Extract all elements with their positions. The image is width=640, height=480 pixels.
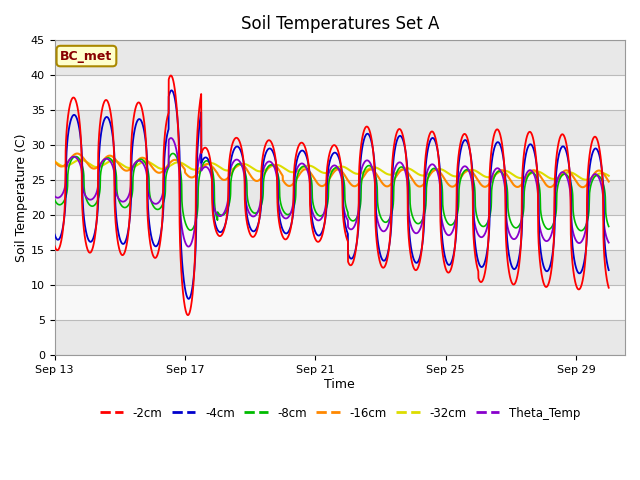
Bar: [54, 285, 625, 320]
Bar: [54, 75, 625, 110]
Bar: [54, 180, 625, 215]
Y-axis label: Soil Temperature (C): Soil Temperature (C): [15, 133, 28, 262]
Bar: [54, 180, 625, 215]
Bar: [54, 40, 625, 75]
Bar: [54, 145, 625, 180]
Title: Soil Temperatures Set A: Soil Temperatures Set A: [241, 15, 439, 33]
Legend: -2cm, -4cm, -8cm, -16cm, -32cm, Theta_Temp: -2cm, -4cm, -8cm, -16cm, -32cm, Theta_Te…: [95, 402, 585, 424]
Bar: [54, 110, 625, 145]
Bar: [54, 40, 625, 75]
Bar: [54, 110, 625, 145]
X-axis label: Time: Time: [324, 377, 355, 391]
Bar: [54, 320, 625, 355]
Bar: [54, 250, 625, 285]
Text: BC_met: BC_met: [60, 49, 113, 62]
Bar: [54, 215, 625, 250]
Bar: [54, 250, 625, 285]
